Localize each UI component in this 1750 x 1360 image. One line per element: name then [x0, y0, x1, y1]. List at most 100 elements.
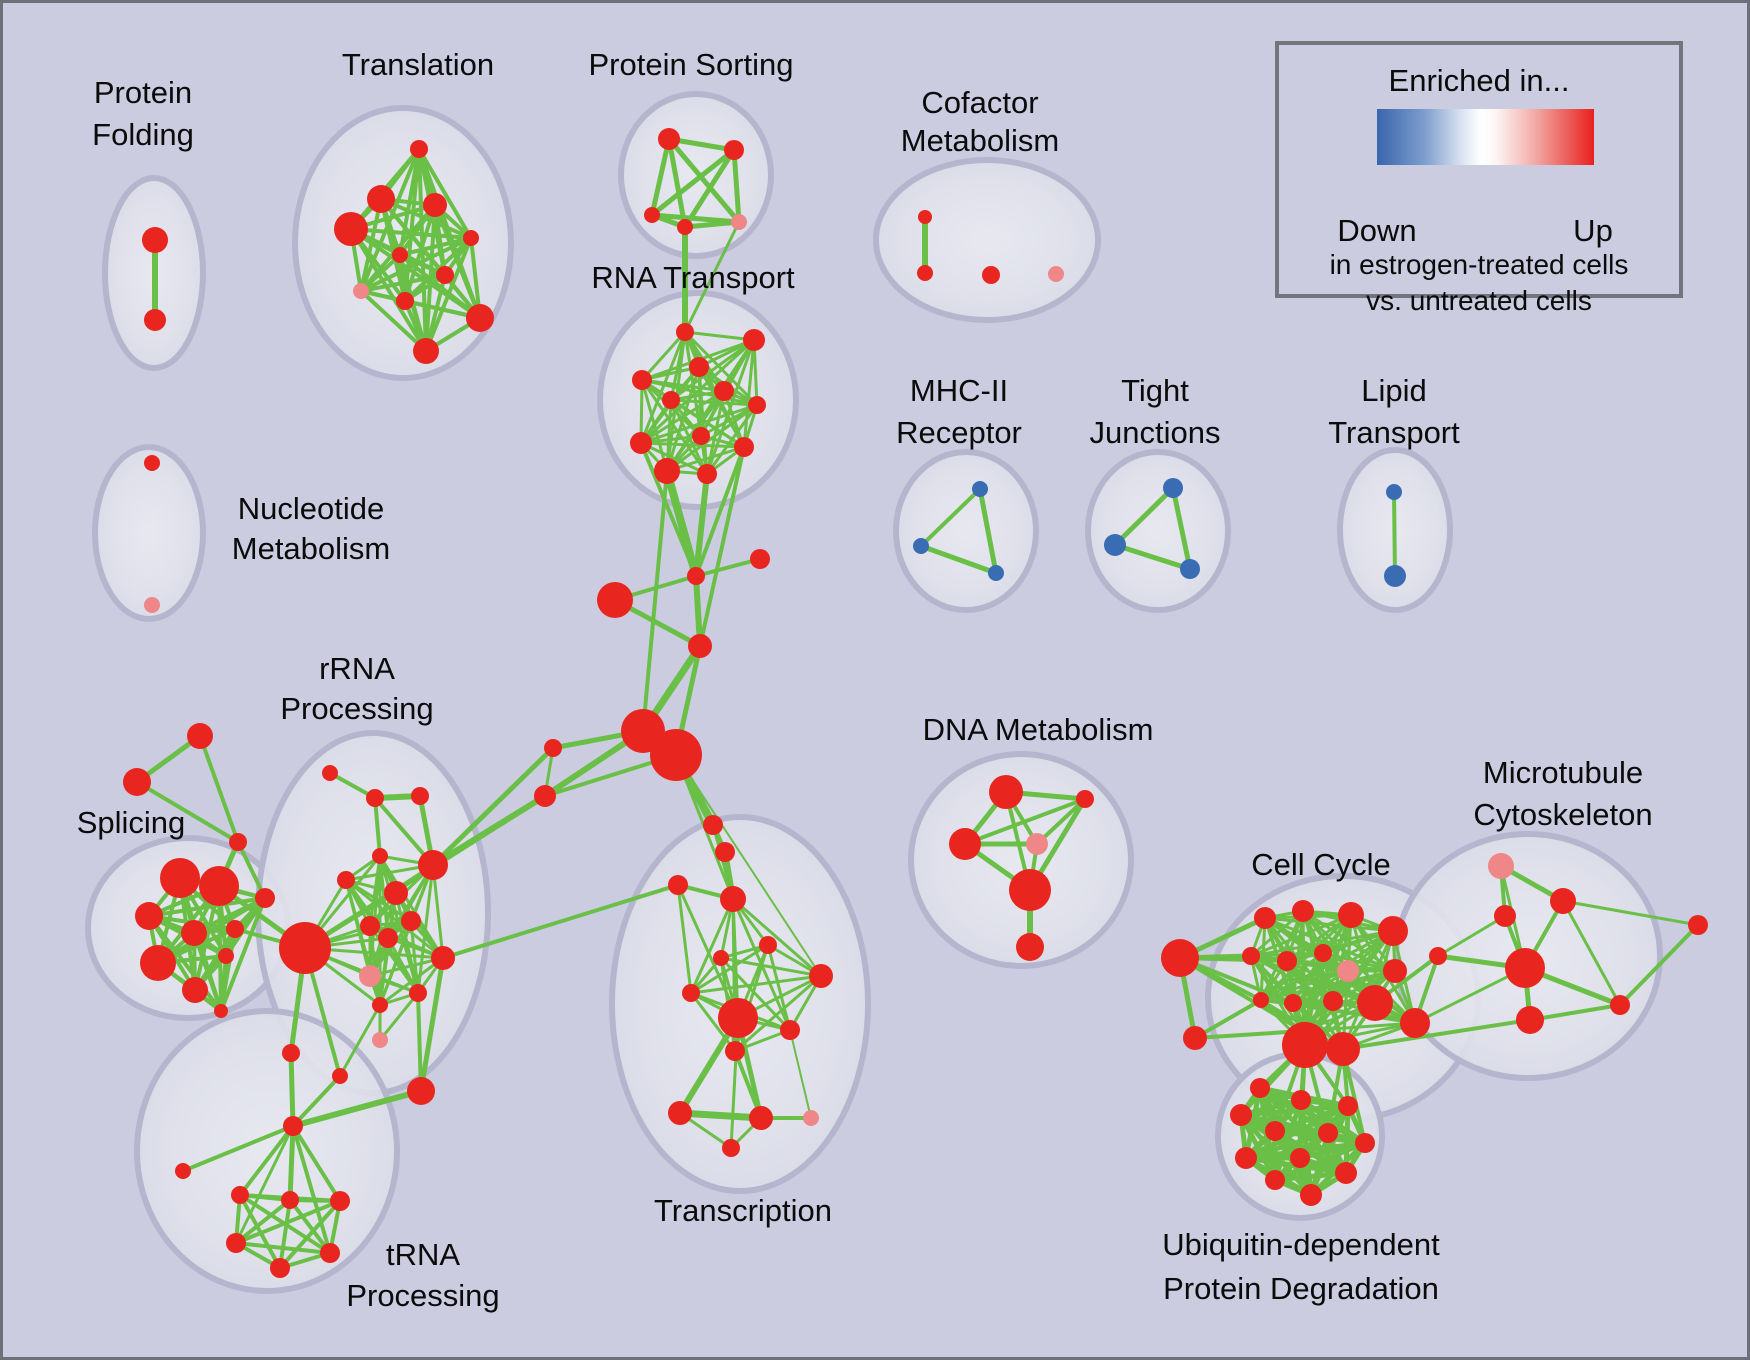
edge [639, 442, 698, 577]
edge [729, 1017, 740, 1149]
node-D4-red-gene-set [1009, 869, 1051, 911]
node-tj1-blue-gene-set [1104, 534, 1126, 556]
node-t5-red-gene-set [392, 247, 408, 263]
edge [431, 864, 445, 959]
edge [676, 884, 740, 1019]
node-T10-red-gene-set [668, 1101, 692, 1125]
node-q18-pink-gene-set [372, 1032, 388, 1048]
node-p0-red-gene-set [658, 128, 680, 150]
node-q17-red-gene-set [407, 1077, 435, 1105]
node-T11-red-gene-set [749, 1106, 773, 1130]
node-r4-red-gene-set [714, 381, 734, 401]
edge [398, 253, 482, 320]
node-G3-red-gene-set [281, 1191, 299, 1209]
node-t9-red-gene-set [466, 304, 494, 332]
node-r0-red-gene-set [676, 323, 694, 341]
edge [919, 487, 982, 548]
node-T13-red-gene-set [722, 1139, 740, 1157]
edge [641, 378, 758, 407]
node-w1-red-gene-set [534, 785, 556, 807]
edge [182, 1124, 294, 1173]
edge [693, 473, 710, 577]
edge [1322, 951, 1396, 973]
legend-subtitle-line1: in estrogen-treated cells [1329, 249, 1629, 280]
edge [694, 446, 746, 577]
node-U7-red-gene-set [1235, 1147, 1257, 1169]
edge [639, 331, 687, 444]
edge [278, 1199, 342, 1270]
cluster-transcription-label: Transcription [654, 1193, 832, 1228]
node-pf0-red-gene-set [142, 227, 168, 253]
node-s9-red-gene-set [255, 888, 275, 908]
node-C6-red-gene-set [1242, 947, 1260, 965]
node-T0-red-gene-set [715, 842, 735, 862]
cluster-trna-processing-label: tRNA Processing [346, 1237, 499, 1313]
cluster-translation-label: Translation [342, 47, 494, 82]
cluster-cofactor-metabolism-ellipse [873, 157, 1101, 323]
node-C11-red-gene-set [1253, 992, 1269, 1008]
cluster-cell-cycle-label: Cell Cycle [1251, 847, 1391, 882]
cluster-nucleotide-metabolism-ellipse [92, 444, 206, 622]
node-C1-red-gene-set [1183, 1026, 1207, 1050]
node-q6-red-gene-set [384, 881, 408, 905]
node-C8-red-gene-set [1314, 944, 1332, 962]
edge [148, 896, 266, 918]
node-t7-pink-gene-set [353, 283, 369, 299]
node-D1-red-gene-set [1076, 790, 1094, 808]
edge [345, 878, 444, 960]
edge [416, 992, 423, 1092]
node-U1-red-gene-set [1291, 1090, 1311, 1110]
node-mid2-red-gene-set [597, 582, 633, 618]
node-s5-red-gene-set [140, 945, 176, 981]
edge [433, 204, 482, 319]
edge [640, 379, 709, 475]
node-C14-red-gene-set [1357, 985, 1393, 1021]
node-mid1-red-gene-set [750, 549, 770, 569]
node-U2-red-gene-set [1338, 1096, 1358, 1116]
node-T4-red-gene-set [713, 950, 729, 966]
edge [1562, 899, 1699, 927]
edge [278, 1199, 292, 1269]
edge [1274, 1170, 1347, 1183]
edge [689, 898, 735, 994]
edge [360, 273, 446, 293]
edge [670, 398, 758, 407]
legend-gradient-bar [1377, 109, 1594, 165]
node-G4-red-gene-set [330, 1191, 350, 1211]
node-q11-red-gene-set [431, 946, 455, 970]
edge [666, 445, 745, 473]
edge [766, 944, 792, 1031]
node-M5-red-gene-set [1516, 1006, 1544, 1034]
edge [732, 897, 822, 978]
node-t3-red-gene-set [334, 212, 368, 246]
edge [1240, 1103, 1349, 1118]
edge [1260, 951, 1324, 1002]
node-U9-red-gene-set [1265, 1170, 1285, 1190]
node-U3-red-gene-set [1230, 1104, 1252, 1126]
node-r10-red-gene-set [654, 458, 680, 484]
edge [417, 147, 473, 240]
legend-endpoint-labels: Down Up [1279, 213, 1679, 248]
edge [675, 754, 822, 977]
edge [920, 543, 997, 576]
node-q12-pink-gene-set [359, 965, 381, 987]
edge [1342, 1018, 1531, 1051]
cluster-tight-junctions-label: Tight Junctions [1090, 373, 1221, 450]
node-m1-blue-gene-set [913, 538, 929, 554]
edge [1178, 956, 1305, 1033]
edge [424, 274, 447, 352]
edge [649, 138, 672, 216]
edge [1414, 966, 1526, 1025]
legend-up-label: Up [1573, 213, 1613, 248]
node-tj2-blue-gene-set [1180, 559, 1200, 579]
node-cf0-red-gene-set [918, 210, 932, 224]
node-q9-red-gene-set [378, 928, 398, 948]
edge [1392, 491, 1397, 577]
node-G6-red-gene-set [320, 1243, 340, 1263]
node-D0-red-gene-set [989, 775, 1023, 809]
edge [350, 227, 472, 240]
node-q1-red-gene-set [366, 789, 384, 807]
edge [640, 389, 725, 445]
node-w0-red-gene-set [544, 739, 562, 757]
